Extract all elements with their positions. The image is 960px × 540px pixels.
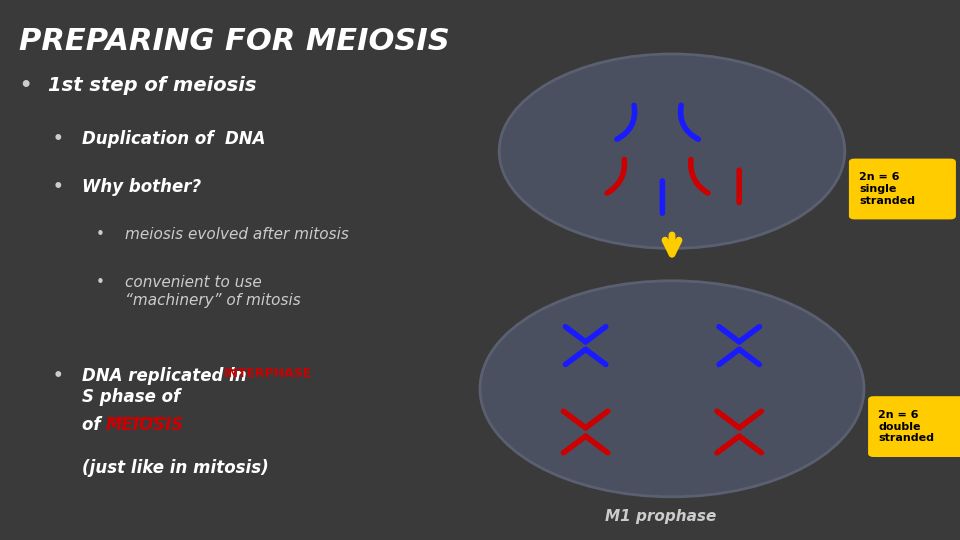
Text: •: • <box>96 227 105 242</box>
Text: •: • <box>53 178 63 196</box>
Text: Why bother?: Why bother? <box>82 178 201 196</box>
Text: M1 prophase: M1 prophase <box>605 509 716 524</box>
Text: •: • <box>53 367 63 385</box>
Text: meiosis evolved after mitosis: meiosis evolved after mitosis <box>125 227 348 242</box>
FancyBboxPatch shape <box>850 159 955 219</box>
Circle shape <box>499 54 845 248</box>
Circle shape <box>480 281 864 497</box>
Text: DNA replicated in
S phase of: DNA replicated in S phase of <box>82 367 247 406</box>
Text: Duplication of  DNA: Duplication of DNA <box>82 130 265 147</box>
Text: 1st step of meiosis: 1st step of meiosis <box>48 76 256 94</box>
Text: •: • <box>96 275 105 291</box>
Text: 2n = 6
double
stranded: 2n = 6 double stranded <box>878 410 934 443</box>
Text: 2n = 6
single
stranded: 2n = 6 single stranded <box>859 172 915 206</box>
Text: (just like in mitosis): (just like in mitosis) <box>82 459 269 477</box>
Text: INTERPHASE: INTERPHASE <box>224 367 312 380</box>
Text: •: • <box>19 76 32 94</box>
Text: MEIOSIS: MEIOSIS <box>106 416 184 434</box>
Text: convenient to use
“machinery” of mitosis: convenient to use “machinery” of mitosis <box>125 275 300 308</box>
Text: PREPARING FOR MEIOSIS: PREPARING FOR MEIOSIS <box>19 27 450 56</box>
FancyBboxPatch shape <box>869 397 960 456</box>
Text: •: • <box>53 130 63 147</box>
Text: of: of <box>82 416 106 434</box>
